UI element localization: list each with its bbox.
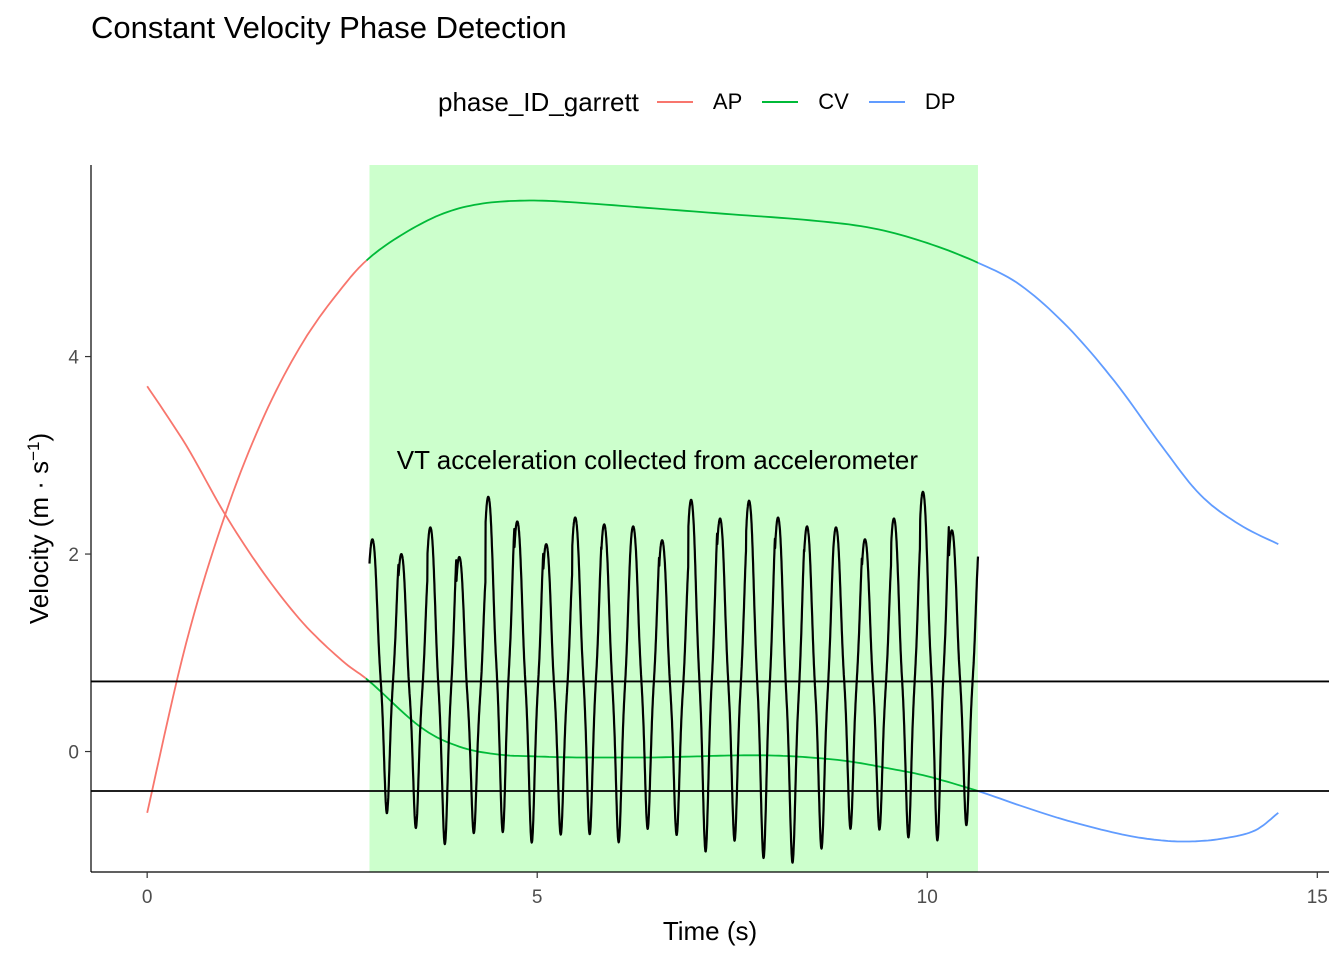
velocity-segment-0 — [146, 259, 368, 813]
vt-acceleration-series — [368, 490, 980, 864]
series-layer — [146, 199, 1279, 843]
y-tick-label-0: 0 — [68, 743, 79, 764]
legend-item-dp: DP — [868, 89, 956, 115]
x-axis-title: Time (s) — [663, 916, 757, 946]
y-axis-title-main: Velocity (m · s — [24, 461, 54, 624]
y-tick-label-4: 4 — [68, 348, 79, 369]
annotation: VT acceleration collected from accelerom… — [397, 445, 919, 475]
hline-layer — [91, 680, 1329, 792]
x-tick-label-10: 10 — [917, 887, 938, 908]
y-axis-title-superscript: −1 — [24, 442, 43, 461]
y-axis-title: Velocity (m · s−1) — [24, 433, 55, 624]
acceleration_derived-segment-2 — [977, 790, 1279, 843]
legend-key-ap — [656, 101, 693, 103]
chart-title: Constant Velocity Phase Detection — [91, 10, 567, 45]
y-axis-title-suffix: ) — [24, 433, 54, 442]
velocity-segment-2 — [977, 261, 1279, 545]
legend-item-ap: AP — [656, 89, 743, 115]
legend-title: phase_ID_garrett — [438, 86, 639, 117]
tick-layer: 0 5 10 15 0 2 4 — [68, 348, 1327, 908]
legend-label-ap: AP — [712, 89, 743, 114]
x-tick-label-15: 15 — [1307, 887, 1328, 908]
y-tick-label-2: 2 — [68, 545, 79, 566]
x-tick-label-5: 5 — [532, 887, 543, 908]
legend-label-cv: CV — [818, 89, 849, 114]
legend-key-cv — [762, 101, 799, 103]
acceleration_derived-segment-0 — [146, 385, 367, 680]
legend-label-dp: DP — [924, 89, 956, 114]
x-tick-label-0: 0 — [142, 887, 153, 908]
velocity-segment-1 — [365, 199, 979, 264]
legend-key-dp — [868, 101, 905, 103]
legend-item-cv: CV — [762, 89, 849, 115]
acceleration_derived-segment-1 — [365, 677, 979, 792]
legend: phase_ID_garrett AP CV DP — [438, 82, 975, 122]
